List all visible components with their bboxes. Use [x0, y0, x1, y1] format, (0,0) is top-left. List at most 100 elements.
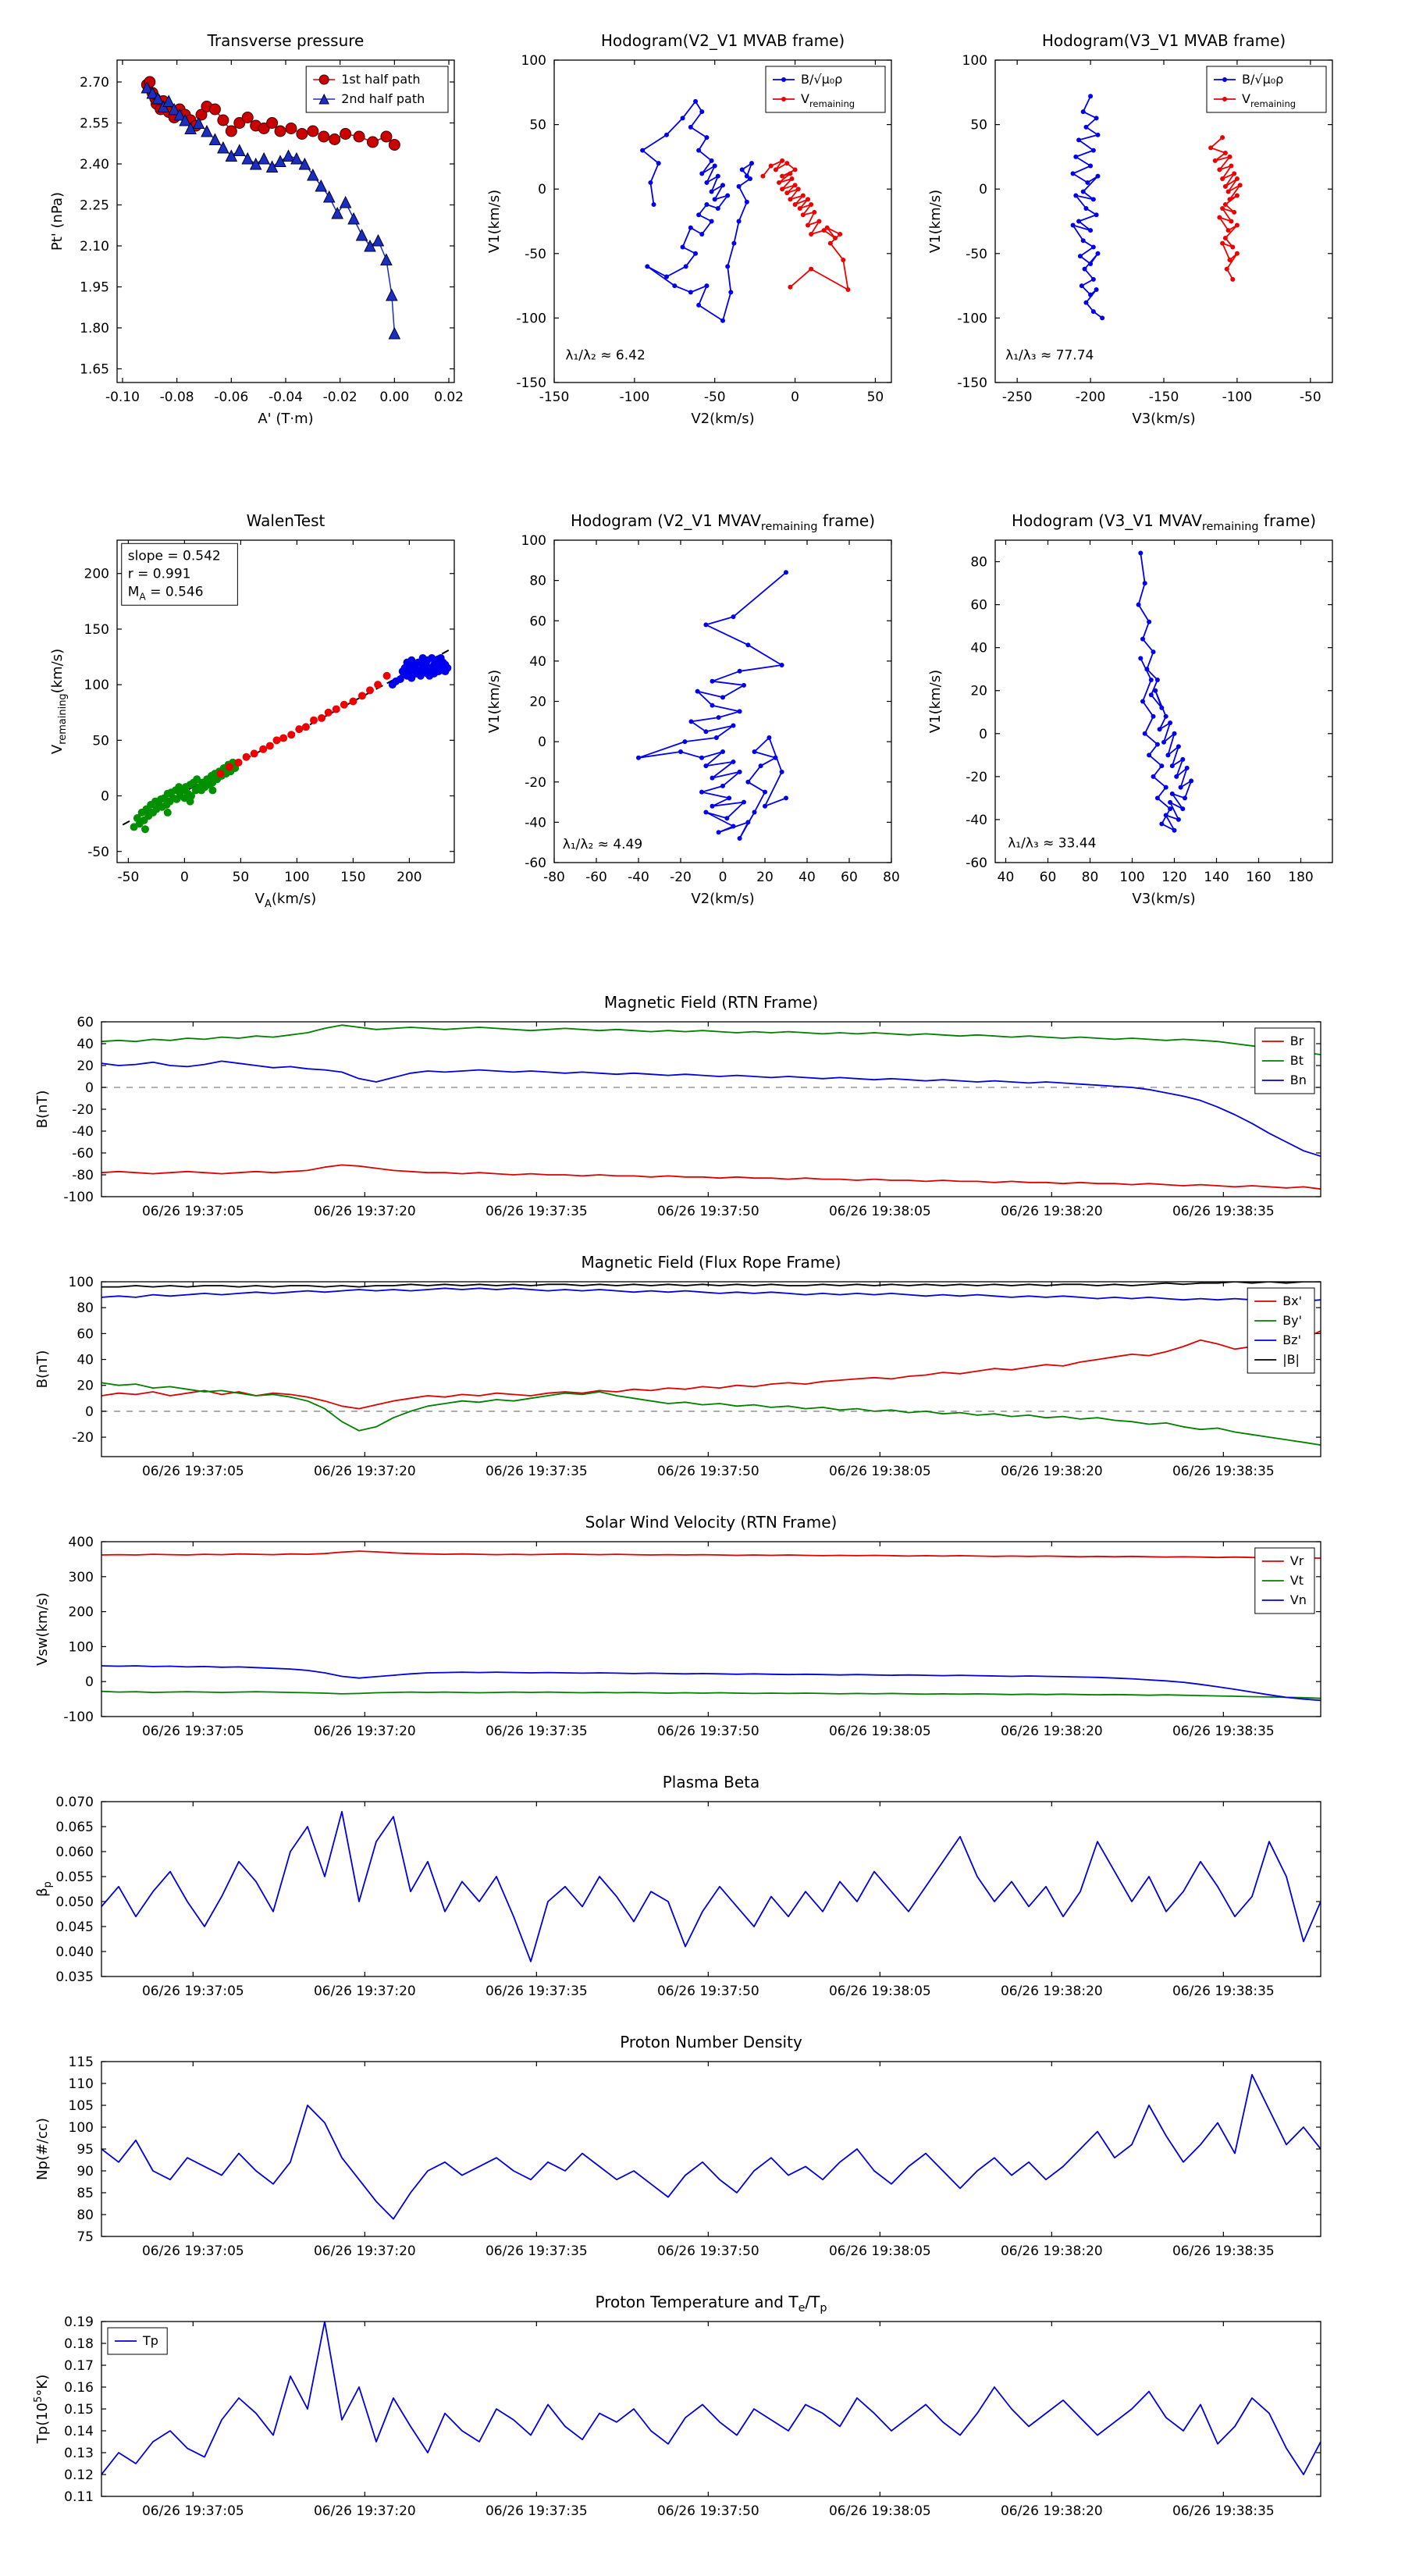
svg-text:0.045: 0.045 — [55, 1920, 94, 1935]
svg-text:80: 80 — [970, 555, 987, 571]
svg-text:Transverse pressure: Transverse pressure — [207, 31, 365, 50]
svg-text:06/26 19:37:50: 06/26 19:37:50 — [657, 1724, 759, 1739]
chart-svg-h2b: Hodogram (V2_V1 MVAVremaining​ frame) -80… — [486, 511, 900, 907]
svg-text:1.65: 1.65 — [80, 362, 109, 378]
svg-text:By': By' — [1282, 1313, 1302, 1328]
svg-text:-60: -60 — [525, 856, 546, 871]
svg-text:100: 100 — [69, 2120, 94, 2136]
svg-text:0.15: 0.15 — [64, 2402, 94, 2418]
svg-text:06/26 19:37:50: 06/26 19:37:50 — [657, 2503, 759, 2519]
svg-text:06/26 19:38:05: 06/26 19:38:05 — [829, 2503, 931, 2519]
svg-text:-0.06: -0.06 — [214, 390, 248, 405]
svg-text:06/26 19:37:50: 06/26 19:37:50 — [657, 2243, 759, 2259]
panel-plasma-beta: Plasma Beta 06/26 19:37:05 06/26 19:37:20 0… — [31, 1767, 1343, 2017]
panel-magnetic-field-fluxrope: Magnetic Field (Flux Rope Frame) 06/26 19… — [31, 1247, 1343, 1497]
svg-text:0.12: 0.12 — [64, 2467, 94, 2483]
svg-text:-150: -150 — [1149, 390, 1179, 405]
svg-text:100: 100 — [69, 1275, 94, 1290]
svg-text:-0.10: -0.10 — [105, 390, 140, 405]
svg-text:06/26 19:38:35: 06/26 19:38:35 — [1172, 1984, 1275, 1999]
svg-text:-0.04: -0.04 — [269, 390, 303, 405]
svg-text:V1(km/s): V1(km/s) — [486, 670, 503, 733]
svg-text:0: 0 — [85, 1674, 94, 1690]
panel-hodogram-v2v1-mvab: Hodogram(V2_V1 MVAB frame) -150 -100 -50 0 50… — [480, 20, 905, 445]
svg-text:0: 0 — [538, 182, 546, 197]
svg-text:r = 0.991: r = 0.991 — [128, 566, 191, 582]
svg-text:105: 105 — [69, 2098, 94, 2114]
svg-text:V3(km/s): V3(km/s) — [1132, 411, 1195, 427]
panel-hodogram-v3v1-mvab: Hodogram(V3_V1 MVAB frame) -250 -200 -150 -1… — [921, 20, 1346, 445]
chart-svg-walen: WalenTest -50 0 50 100 150 200 -50 0 50 100 150 200 V… — [49, 511, 455, 910]
svg-text:100: 100 — [1119, 870, 1144, 885]
svg-text:06/26 19:37:50: 06/26 19:37:50 — [657, 1204, 759, 1219]
svg-text:40: 40 — [529, 654, 546, 670]
svg-text:06/26 19:38:35: 06/26 19:38:35 — [1172, 1724, 1275, 1739]
svg-text:0.11: 0.11 — [64, 2489, 94, 2505]
svg-text:0.17: 0.17 — [64, 2358, 94, 2374]
panel-hodogram-v3v1-mvav: Hodogram (V3_V1 MVAVremaining​ frame) 40 6… — [921, 500, 1346, 925]
svg-text:Br: Br — [1290, 1034, 1304, 1048]
svg-text:Vremaining​: Vremaining​ — [801, 91, 855, 109]
svg-text:-50: -50 — [525, 247, 546, 262]
svg-text:06/26 19:37:20: 06/26 19:37:20 — [314, 2243, 416, 2259]
chart-svg-mag_fr: Magnetic Field (Flux Rope Frame) 06/26 19… — [34, 1253, 1321, 1479]
svg-text:Vn: Vn — [1290, 1592, 1307, 1607]
svg-text:0.055: 0.055 — [55, 1870, 94, 1885]
svg-text:Vr: Vr — [1290, 1553, 1304, 1568]
svg-text:-60: -60 — [966, 856, 987, 871]
svg-text:Proton Number Density: Proton Number Density — [620, 2033, 802, 2051]
svg-text:Tp(105​°K): Tp(105​°K) — [33, 2375, 51, 2444]
svg-text:100: 100 — [69, 1639, 94, 1655]
svg-text:-250: -250 — [1002, 390, 1033, 405]
svg-text:06/26 19:38:05: 06/26 19:38:05 — [829, 1204, 931, 1219]
svg-text:-20: -20 — [72, 1102, 94, 1118]
svg-text:06/26 19:38:35: 06/26 19:38:35 — [1172, 2243, 1275, 2259]
svg-text:60: 60 — [970, 598, 987, 614]
svg-text:-40: -40 — [72, 1124, 94, 1140]
svg-text:0: 0 — [85, 1404, 94, 1420]
chart-svg-np: Proton Number Density 06/26 19:37:05 06/26… — [34, 2033, 1321, 2259]
svg-text:0.13: 0.13 — [64, 2446, 94, 2461]
svg-text:06/26 19:38:20: 06/26 19:38:20 — [1001, 1724, 1103, 1739]
svg-text:80: 80 — [529, 574, 546, 589]
svg-text:V1(km/s): V1(km/s) — [486, 190, 503, 253]
svg-text:60: 60 — [841, 870, 858, 885]
svg-text:-100: -100 — [620, 390, 650, 405]
svg-text:0.070: 0.070 — [55, 1795, 94, 1810]
svg-text:-60: -60 — [585, 870, 607, 885]
svg-text:2.70: 2.70 — [80, 75, 109, 91]
svg-text:B/√μ₀ρ: B/√μ₀ρ — [801, 72, 842, 87]
svg-text:0.19: 0.19 — [64, 2314, 94, 2330]
svg-text:50: 50 — [970, 118, 987, 133]
svg-text:06/26 19:38:20: 06/26 19:38:20 — [1001, 1464, 1103, 1479]
svg-text:40: 40 — [76, 1037, 94, 1052]
svg-text:λ₁/λ₃ ≈ 33.44: λ₁/λ₃ ≈ 33.44 — [1008, 836, 1096, 852]
svg-text:-100: -100 — [957, 311, 987, 326]
svg-text:0: 0 — [101, 789, 109, 805]
panel-proton-number-density: Proton Number Density 06/26 19:37:05 06/26… — [31, 2027, 1343, 2277]
svg-text:B/√μ₀ρ: B/√μ₀ρ — [1242, 72, 1283, 87]
svg-text:06/26 19:38:05: 06/26 19:38:05 — [829, 2243, 931, 2259]
svg-text:1st half path: 1st half path — [341, 72, 420, 87]
svg-text:90: 90 — [76, 2164, 94, 2179]
svg-text:06/26 19:37:05: 06/26 19:37:05 — [142, 1464, 244, 1479]
svg-text:06/26 19:38:35: 06/26 19:38:35 — [1172, 1204, 1275, 1219]
svg-text:50: 50 — [867, 390, 884, 405]
svg-text:-40: -40 — [966, 813, 987, 828]
svg-text:06/26 19:37:05: 06/26 19:37:05 — [142, 2243, 244, 2259]
svg-text:80: 80 — [883, 870, 900, 885]
svg-text:1.95: 1.95 — [80, 280, 109, 296]
svg-text:06/26 19:37:05: 06/26 19:37:05 — [142, 1204, 244, 1219]
svg-text:0: 0 — [979, 182, 987, 197]
svg-text:80: 80 — [1082, 870, 1099, 885]
svg-text:100: 100 — [521, 533, 546, 549]
svg-text:06/26 19:37:35: 06/26 19:37:35 — [486, 2243, 588, 2259]
svg-text:2.10: 2.10 — [80, 239, 109, 254]
svg-text:-20: -20 — [966, 770, 987, 785]
svg-text:06/26 19:38:20: 06/26 19:38:20 — [1001, 1204, 1103, 1219]
svg-text:06/26 19:37:20: 06/26 19:37:20 — [314, 2503, 416, 2519]
svg-text:100: 100 — [284, 870, 309, 885]
svg-text:Tp: Tp — [142, 2333, 158, 2348]
svg-text:-20: -20 — [72, 1430, 94, 1446]
svg-text:-50: -50 — [966, 247, 987, 262]
